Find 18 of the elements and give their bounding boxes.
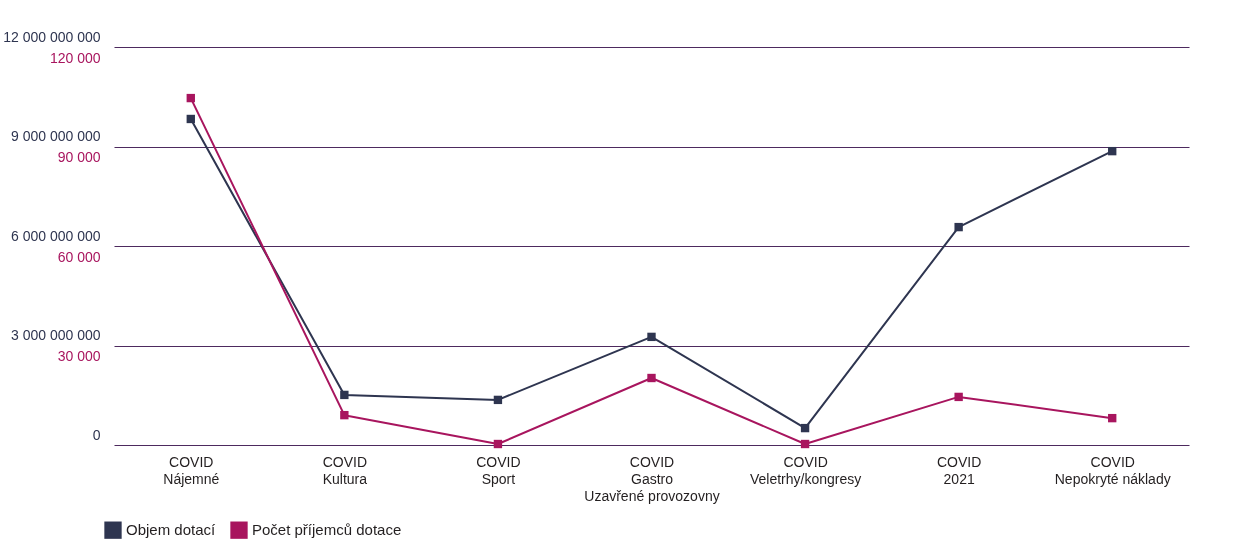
x-tick-label: COVID 2021 — [936, 453, 982, 487]
y2-tick-label: 90 000 — [57, 149, 101, 165]
y-tick-label: 3 000 000 000 — [10, 327, 101, 343]
x-tick-label: COVID Veletrhy/kongresy — [749, 453, 862, 487]
y-tick-label: 12 000 000 000 — [3, 28, 101, 45]
x-tick-label: COVID Nájemné — [163, 453, 220, 487]
x-tick-label: COVID Nepokryté náklady — [1054, 453, 1171, 487]
legend-label: Objem dotací — [126, 521, 217, 539]
y-tick-label: 9 000 000 000 — [10, 128, 101, 144]
x-tick-label: COVID Kultura — [322, 453, 368, 487]
y-tick-label: 6 000 000 000 — [10, 227, 101, 244]
legend-label: Počet příjemců dotace — [252, 521, 402, 539]
y2-tick-label: 60 000 — [57, 248, 101, 265]
y-tick-label: 0 — [92, 426, 101, 443]
x-tick-label: COVID Sport — [476, 453, 521, 487]
y2-tick-label: 120 000 — [49, 49, 101, 66]
y2-tick-label: 30 000 — [57, 348, 101, 364]
x-tick-label: COVID Gastro Uzavřené provozovny — [584, 453, 720, 504]
